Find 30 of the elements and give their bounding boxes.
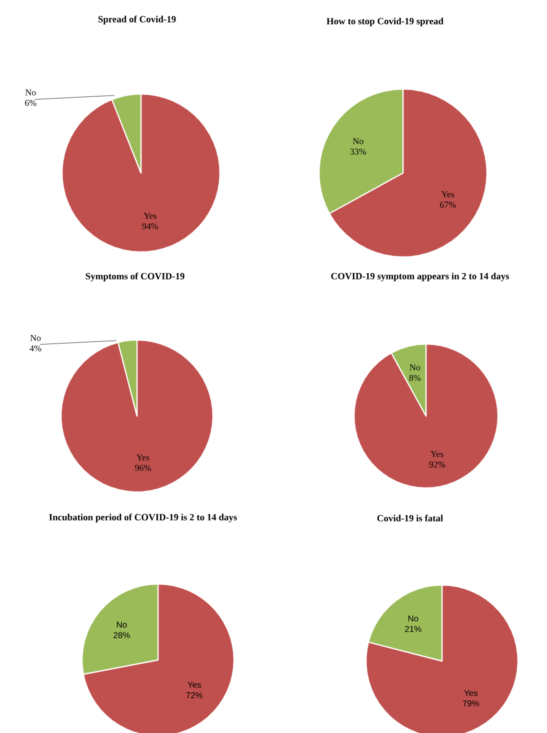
slice-label: Yes bbox=[441, 191, 454, 198]
slice-label: Yes bbox=[464, 690, 478, 696]
data-label: 4% bbox=[30, 345, 42, 352]
chart-title: Spread of Covid-19 bbox=[98, 16, 176, 24]
chart-title: Covid-19 is fatal bbox=[377, 514, 443, 522]
data-label: 6% bbox=[25, 100, 36, 106]
data-label: 33% bbox=[350, 148, 366, 155]
slice-label: No bbox=[116, 622, 127, 628]
chart-title: COVID-19 symptom appears in 2 to 14 days bbox=[331, 272, 510, 282]
data-label: 94% bbox=[142, 223, 158, 230]
data-label: 96% bbox=[134, 464, 151, 471]
slice-label: Yes bbox=[188, 682, 201, 688]
data-label: 79% bbox=[462, 700, 480, 706]
slice-label: Yes bbox=[136, 454, 150, 460]
data-label: 8% bbox=[409, 374, 421, 381]
chart-title: Symptoms of COVID-19 bbox=[86, 272, 184, 282]
chart-title: Incubation period of COVID-19 is 2 to 14 days bbox=[49, 514, 237, 522]
slice-label: No bbox=[410, 364, 420, 370]
chart-title: How to stop Covid-19 spread bbox=[326, 18, 444, 26]
data-label: 21% bbox=[405, 626, 422, 632]
slice-label: No bbox=[408, 616, 418, 622]
slice-label: No bbox=[352, 138, 364, 144]
slice-label: Yes bbox=[430, 451, 444, 458]
slice-label: No bbox=[30, 334, 41, 341]
slice-label: No bbox=[25, 89, 36, 96]
data-label: 67% bbox=[440, 202, 456, 208]
data-label: 72% bbox=[186, 692, 203, 698]
slice-label: Yes bbox=[144, 212, 156, 219]
data-label: 92% bbox=[429, 461, 446, 468]
data-label: 28% bbox=[114, 632, 130, 638]
